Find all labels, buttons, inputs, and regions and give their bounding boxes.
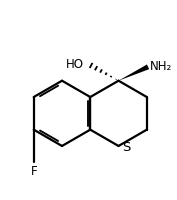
Text: S: S <box>122 141 130 154</box>
Text: NH₂: NH₂ <box>150 60 172 73</box>
Text: HO: HO <box>66 57 84 70</box>
Text: F: F <box>30 164 37 177</box>
Polygon shape <box>119 65 149 81</box>
